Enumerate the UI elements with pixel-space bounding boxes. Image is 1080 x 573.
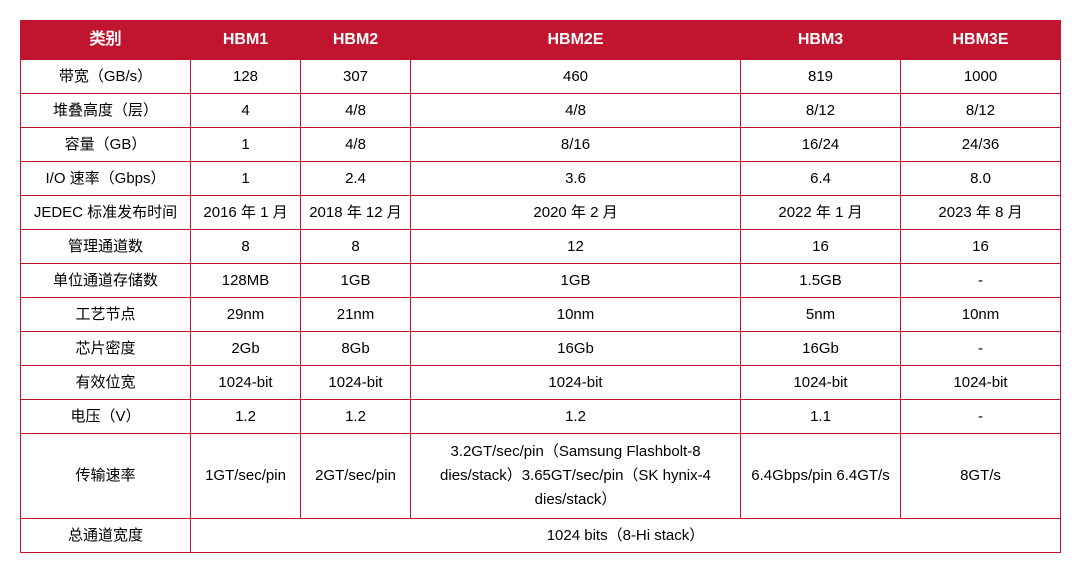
- table-cell: 8/12: [901, 94, 1061, 128]
- table-cell: 4/8: [301, 128, 411, 162]
- table-cell: 307: [301, 60, 411, 94]
- table-cell: 1GT/sec/pin: [191, 434, 301, 519]
- table-cell: 2023 年 8 月: [901, 196, 1061, 230]
- table-cell: 1024-bit: [191, 366, 301, 400]
- table-cell: 8/12: [741, 94, 901, 128]
- table-row: 容量（GB）14/88/1616/2424/36: [21, 128, 1061, 162]
- table-cell: 2020 年 2 月: [411, 196, 741, 230]
- table-cell: 128: [191, 60, 301, 94]
- table-cell: -: [901, 400, 1061, 434]
- table-cell: -: [901, 332, 1061, 366]
- table-row: 电压（V）1.21.21.21.1-: [21, 400, 1061, 434]
- table-cell: 1.2: [411, 400, 741, 434]
- table-cell: 4/8: [411, 94, 741, 128]
- hbm-spec-table-container: 类别 HBM1 HBM2 HBM2E HBM3 HBM3E 带宽（GB/s）12…: [20, 20, 1060, 553]
- table-cell: 4/8: [301, 94, 411, 128]
- table-row: 有效位宽1024-bit1024-bit1024-bit1024-bit1024…: [21, 366, 1061, 400]
- table-cell: I/O 速率（Gbps）: [21, 162, 191, 196]
- table-cell: 1024-bit: [901, 366, 1061, 400]
- table-cell: 2016 年 1 月: [191, 196, 301, 230]
- table-cell: 1024-bit: [411, 366, 741, 400]
- table-cell: 2018 年 12 月: [301, 196, 411, 230]
- table-cell: 有效位宽: [21, 366, 191, 400]
- table-cell: 1GB: [411, 264, 741, 298]
- table-cell: 8Gb: [301, 332, 411, 366]
- table-row: JEDEC 标准发布时间2016 年 1 月2018 年 12 月2020 年 …: [21, 196, 1061, 230]
- table-cell: 16: [741, 230, 901, 264]
- table-cell: 10nm: [411, 298, 741, 332]
- col-header-hbm1: HBM1: [191, 21, 301, 60]
- table-row: 传输速率1GT/sec/pin2GT/sec/pin3.2GT/sec/pin（…: [21, 434, 1061, 519]
- table-cell: 128MB: [191, 264, 301, 298]
- table-row: 芯片密度2Gb8Gb16Gb16Gb-: [21, 332, 1061, 366]
- table-header-row: 类别 HBM1 HBM2 HBM2E HBM3 HBM3E: [21, 21, 1061, 60]
- table-cell: 芯片密度: [21, 332, 191, 366]
- table-cell: 29nm: [191, 298, 301, 332]
- table-cell: 电压（V）: [21, 400, 191, 434]
- table-cell: 1: [191, 128, 301, 162]
- table-cell: 容量（GB）: [21, 128, 191, 162]
- table-cell: 24/36: [901, 128, 1061, 162]
- table-cell: 16Gb: [411, 332, 741, 366]
- table-cell: 1000: [901, 60, 1061, 94]
- table-row: 堆叠高度（层）44/84/88/128/12: [21, 94, 1061, 128]
- col-header-hbm2e: HBM2E: [411, 21, 741, 60]
- table-cell: 1GB: [301, 264, 411, 298]
- table-cell: 1024-bit: [741, 366, 901, 400]
- table-row: 带宽（GB/s）1283074608191000: [21, 60, 1061, 94]
- table-cell: 819: [741, 60, 901, 94]
- table-cell: 12: [411, 230, 741, 264]
- table-cell: 8GT/s: [901, 434, 1061, 519]
- table-cell: JEDEC 标准发布时间: [21, 196, 191, 230]
- table-cell: 1.2: [301, 400, 411, 434]
- hbm-spec-table: 类别 HBM1 HBM2 HBM2E HBM3 HBM3E 带宽（GB/s）12…: [20, 20, 1061, 553]
- table-cell: 堆叠高度（层）: [21, 94, 191, 128]
- table-body: 带宽（GB/s）1283074608191000堆叠高度（层）44/84/88/…: [21, 60, 1061, 553]
- table-footer-row: 总通道宽度1024 bits（8-Hi stack）: [21, 519, 1061, 553]
- table-cell: 16: [901, 230, 1061, 264]
- table-cell: 5nm: [741, 298, 901, 332]
- col-header-category: 类别: [21, 21, 191, 60]
- col-header-hbm3: HBM3: [741, 21, 901, 60]
- table-cell: 1.2: [191, 400, 301, 434]
- table-cell: 6.4Gbps/pin 6.4GT/s: [741, 434, 901, 519]
- table-cell: 8.0: [901, 162, 1061, 196]
- table-cell: 2Gb: [191, 332, 301, 366]
- table-cell: 10nm: [901, 298, 1061, 332]
- table-cell: 2022 年 1 月: [741, 196, 901, 230]
- table-cell: 1.5GB: [741, 264, 901, 298]
- table-cell: 21nm: [301, 298, 411, 332]
- col-header-hbm2: HBM2: [301, 21, 411, 60]
- footer-label-cell: 总通道宽度: [21, 519, 191, 553]
- table-cell: 带宽（GB/s）: [21, 60, 191, 94]
- table-cell: 6.4: [741, 162, 901, 196]
- table-cell: 4: [191, 94, 301, 128]
- table-cell: 1.1: [741, 400, 901, 434]
- table-cell: 3.6: [411, 162, 741, 196]
- table-cell: 管理通道数: [21, 230, 191, 264]
- table-cell: 1024-bit: [301, 366, 411, 400]
- table-cell: 1: [191, 162, 301, 196]
- table-cell: 8: [191, 230, 301, 264]
- table-cell: 8: [301, 230, 411, 264]
- table-cell: 工艺节点: [21, 298, 191, 332]
- table-row: 单位通道存储数128MB1GB1GB1.5GB-: [21, 264, 1061, 298]
- table-cell: 8/16: [411, 128, 741, 162]
- table-cell: 传输速率: [21, 434, 191, 519]
- table-row: 工艺节点29nm21nm10nm5nm10nm: [21, 298, 1061, 332]
- table-cell: 16/24: [741, 128, 901, 162]
- table-cell: 2GT/sec/pin: [301, 434, 411, 519]
- table-cell: 3.2GT/sec/pin（Samsung Flashbolt-8 dies/s…: [411, 434, 741, 519]
- table-cell: 单位通道存储数: [21, 264, 191, 298]
- footer-value-cell: 1024 bits（8-Hi stack）: [191, 519, 1061, 553]
- table-row: I/O 速率（Gbps）12.43.66.48.0: [21, 162, 1061, 196]
- col-header-hbm3e: HBM3E: [901, 21, 1061, 60]
- table-cell: -: [901, 264, 1061, 298]
- table-cell: 2.4: [301, 162, 411, 196]
- table-cell: 460: [411, 60, 741, 94]
- table-cell: 16Gb: [741, 332, 901, 366]
- table-row: 管理通道数88121616: [21, 230, 1061, 264]
